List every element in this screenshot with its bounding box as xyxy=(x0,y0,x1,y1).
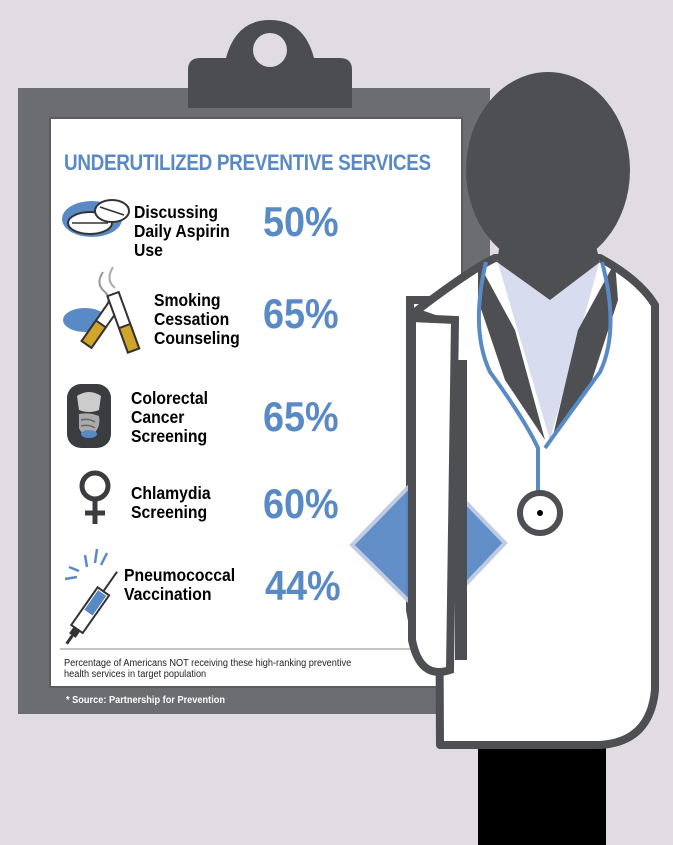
syringe-icon xyxy=(64,548,118,645)
service-percent-colorectal: 65% xyxy=(263,393,339,440)
service-percent-chlamydia: 60% xyxy=(263,480,339,527)
footnote-divider xyxy=(60,648,420,650)
aspirin-tablets-icon xyxy=(62,199,130,237)
source-note: * Source: Partnership for Prevention xyxy=(66,695,226,706)
service-label-colorectal: Colorectal Cancer Screening xyxy=(131,388,209,446)
footnote: Percentage of Americans NOT receiving th… xyxy=(64,658,352,680)
female-symbol-icon xyxy=(79,470,111,524)
page-title: UNDERUTILIZED PREVENTIVE SERVICES xyxy=(64,150,431,175)
digestive-system-icon xyxy=(67,384,111,448)
service-label-aspirin: Discussing Daily Aspirin Use xyxy=(134,202,230,260)
service-label-smoking: Smoking Cessation Counseling xyxy=(154,290,240,348)
cigarettes-icon xyxy=(63,266,141,354)
service-label-pneumococcal: Pneumococcal Vaccination xyxy=(124,565,236,604)
service-percent-pneumococcal: 44% xyxy=(265,562,341,609)
service-percent-aspirin: 50% xyxy=(263,198,339,245)
service-label-chlamydia: Chlamydia Screening xyxy=(131,483,211,522)
service-percent-smoking: 65% xyxy=(263,290,339,337)
